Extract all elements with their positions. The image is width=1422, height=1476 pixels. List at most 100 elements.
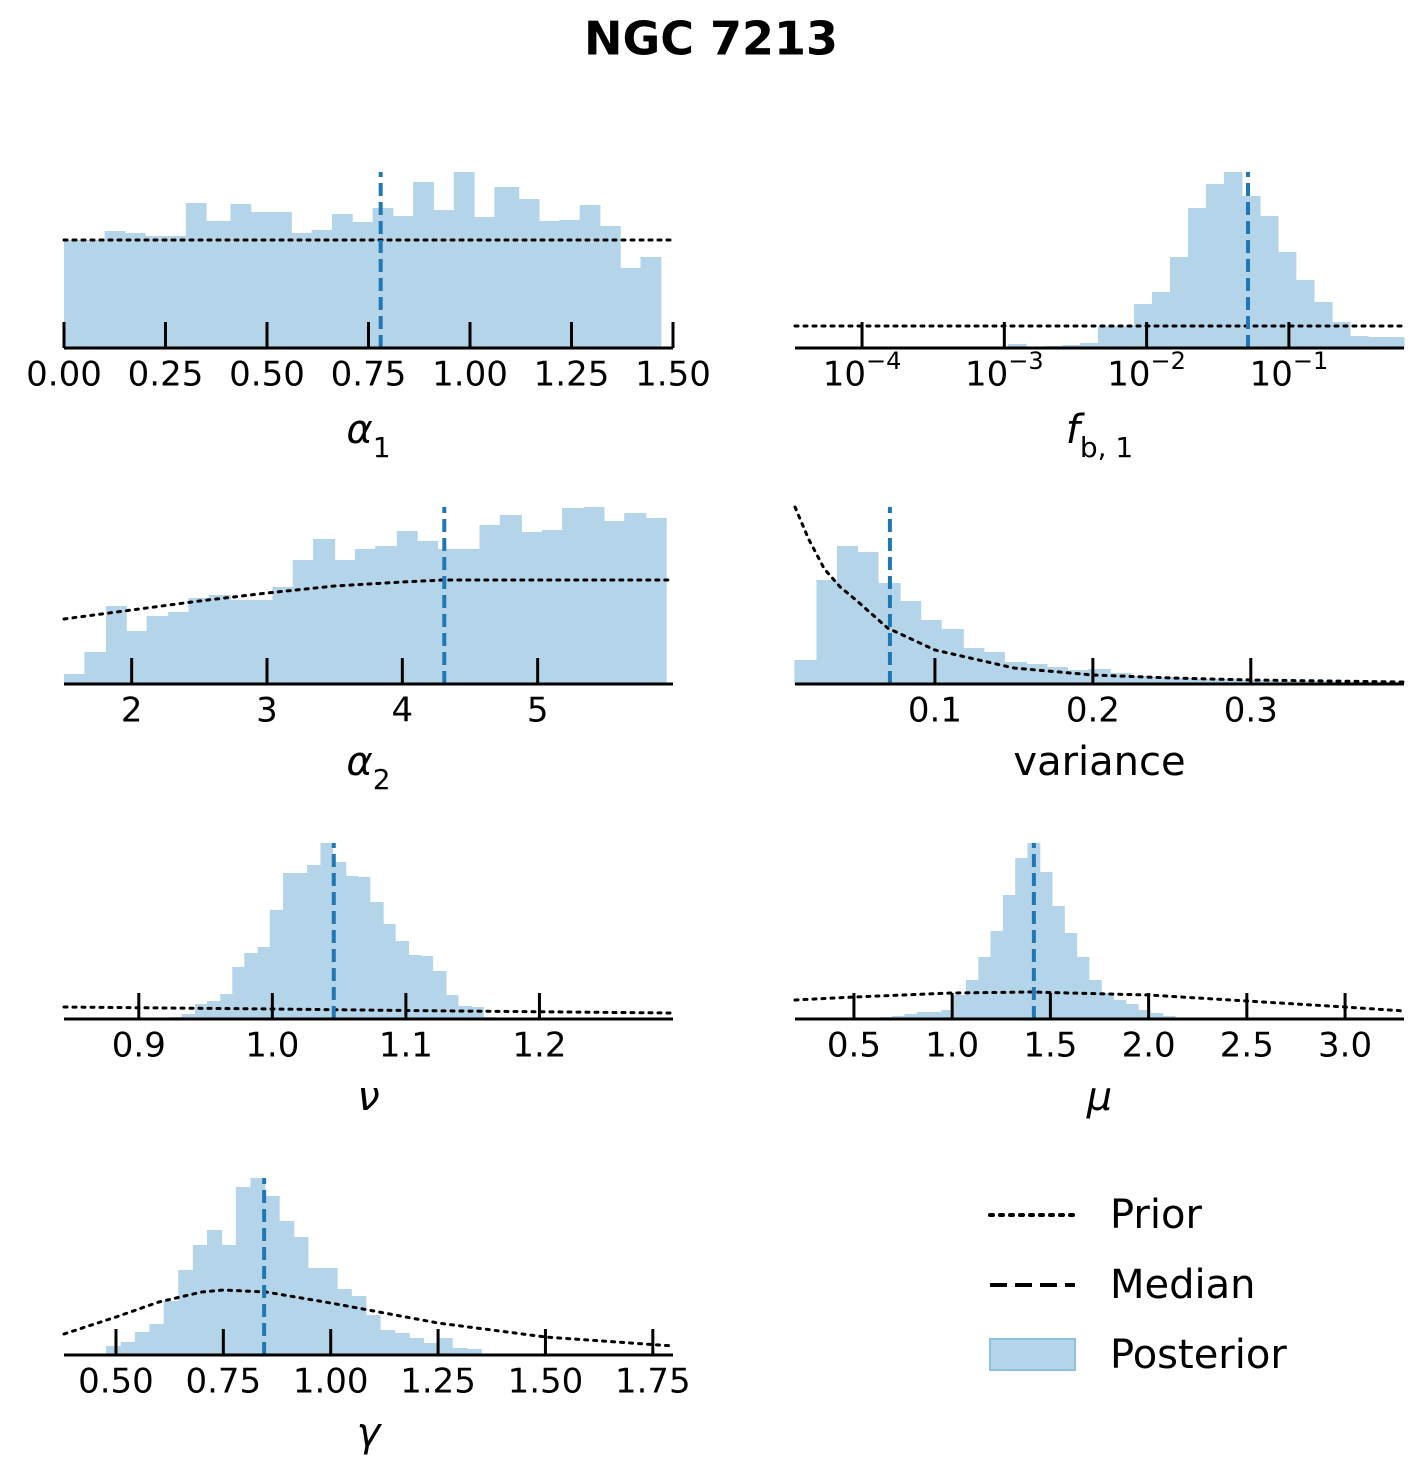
histogram-bar xyxy=(104,231,126,348)
histogram-bar xyxy=(295,873,308,1019)
histogram-bar xyxy=(1002,895,1016,1019)
histogram-bar xyxy=(279,1221,295,1355)
histogram-bar xyxy=(194,1004,208,1019)
histogram-bar xyxy=(84,652,107,684)
histogram-bar xyxy=(408,955,422,1019)
x-tick-label: 1.75 xyxy=(615,1362,691,1402)
histogram-bar xyxy=(1214,679,1236,684)
histogram-bar xyxy=(452,1348,468,1355)
histogram-bar xyxy=(794,660,817,684)
x-axis-label: α2 xyxy=(346,739,390,796)
x-tick-label: 0.75 xyxy=(331,355,407,395)
histogram-bar xyxy=(181,1014,196,1019)
histogram-bar xyxy=(900,601,922,684)
histogram-bar xyxy=(1235,680,1258,684)
x-tick-label: 0.25 xyxy=(128,355,204,395)
histogram-bar xyxy=(178,1270,194,1355)
x-tick-label: 10−4 xyxy=(823,347,902,395)
histogram-bar xyxy=(292,560,314,684)
histogram-bar xyxy=(474,217,495,348)
histogram-bar xyxy=(307,865,321,1019)
histogram-bar xyxy=(206,1001,221,1019)
histogram-bar xyxy=(337,1289,352,1355)
histogram-bar xyxy=(920,620,942,684)
x-tick-label: 10−1 xyxy=(1250,347,1329,395)
histogram-bar xyxy=(354,549,376,684)
histogram-bar xyxy=(1051,906,1065,1019)
histogram-bar xyxy=(423,1343,439,1355)
histogram-bar xyxy=(1064,933,1078,1019)
histogram-bar xyxy=(624,513,647,684)
histogram-bar xyxy=(269,910,284,1019)
histogram-bar xyxy=(494,187,520,348)
figure-title: NGC 7213 xyxy=(584,12,838,66)
histogram-bar xyxy=(1205,184,1225,348)
x-axis-label: ν xyxy=(357,1074,379,1120)
histogram-bar xyxy=(1138,1010,1151,1019)
histogram-bar xyxy=(185,203,207,348)
histogram-bar xyxy=(369,902,384,1019)
histogram-bar xyxy=(1125,1004,1139,1019)
histogram-bar xyxy=(645,518,667,684)
x-tick-label: 1.0 xyxy=(925,1026,979,1066)
histogram-bar xyxy=(857,552,879,684)
x-axis-label: fb, 1 xyxy=(1066,407,1133,464)
histogram-bar xyxy=(84,240,106,348)
legend-label: Median xyxy=(1110,1262,1256,1308)
histogram-bar xyxy=(562,508,585,684)
histogram-bar xyxy=(206,221,231,348)
histogram-bar xyxy=(1151,292,1171,348)
histogram-bar xyxy=(230,600,252,684)
histogram-bar xyxy=(250,1178,266,1355)
histogram-bar xyxy=(953,995,967,1019)
histogram-bar xyxy=(1088,980,1102,1019)
histogram-bar xyxy=(283,873,296,1019)
histogram-bar xyxy=(437,549,460,684)
histogram-bar xyxy=(1169,257,1189,348)
x-tick-label: 0.1 xyxy=(908,691,962,731)
histogram-bar xyxy=(188,598,210,684)
histogram-bar xyxy=(599,226,621,348)
histogram-bar xyxy=(990,931,1004,1019)
x-tick-label: 0.2 xyxy=(1066,691,1120,731)
x-tick-label: 1.0 xyxy=(245,1026,299,1066)
x-tick-label: 2.5 xyxy=(1220,1026,1274,1066)
histogram-bar xyxy=(963,648,985,684)
histogram-bar xyxy=(1097,326,1117,348)
histogram-bar xyxy=(1224,172,1243,348)
histogram-bar xyxy=(579,205,601,348)
histogram-bar xyxy=(1015,858,1028,1019)
x-tick-label: 3 xyxy=(256,691,278,731)
histogram-bar xyxy=(1047,667,1069,684)
histogram-bar xyxy=(1187,208,1207,348)
x-tick-label: 1.00 xyxy=(432,355,508,395)
histogram-bar xyxy=(983,652,1005,684)
histogram-bar xyxy=(620,268,642,348)
histogram-bar xyxy=(264,1196,280,1355)
x-axis-label: μ xyxy=(1086,1074,1112,1120)
histogram-bar xyxy=(499,515,522,684)
histogram-bar xyxy=(271,212,292,348)
histogram-bar xyxy=(521,532,543,684)
histogram-bar xyxy=(1257,680,1279,684)
histogram-bar xyxy=(1151,677,1174,684)
histogram-bar xyxy=(372,208,394,348)
histogram-bar xyxy=(1076,957,1090,1019)
histogram-bar xyxy=(1368,337,1387,348)
histogram-bar xyxy=(145,236,166,348)
histogram-bar xyxy=(64,674,85,684)
histogram-bar xyxy=(307,1268,324,1355)
histogram-bar xyxy=(1260,216,1279,348)
histogram-bar xyxy=(1115,326,1135,348)
histogram-bar xyxy=(64,240,85,348)
x-tick-label: 1.2 xyxy=(512,1026,566,1066)
histogram-bar xyxy=(518,199,540,348)
histogram-bar xyxy=(1332,322,1351,348)
prior-curve xyxy=(793,505,1406,684)
histogram-bar xyxy=(466,1349,482,1355)
histogram-bar xyxy=(438,1338,453,1355)
x-tick-label: 2.0 xyxy=(1122,1026,1176,1066)
x-tick-label: 3.0 xyxy=(1318,1026,1372,1066)
histogram-bar xyxy=(603,521,625,684)
